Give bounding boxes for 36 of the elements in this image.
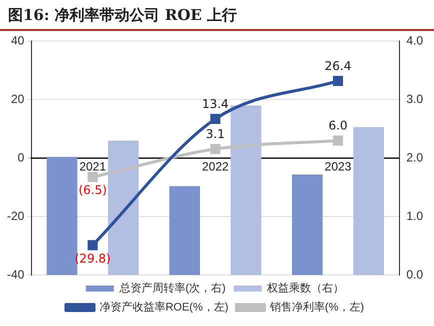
legend-label: 净资产收益率ROE(%，左) [99, 300, 228, 314]
point [88, 172, 98, 182]
y2-tick-label: 2.0 [406, 150, 424, 164]
bar [353, 127, 384, 275]
legend-label: 销售净利率(%，左) [268, 300, 364, 314]
y2-tick-label: 0.0 [406, 267, 424, 282]
y-tick-label: 20 [10, 92, 25, 106]
legend-label: 权益乘数（右） [266, 282, 344, 295]
point [88, 240, 98, 250]
bar [169, 186, 200, 275]
y-tick-label: 40 [10, 34, 25, 48]
data-label: 26.4 [324, 59, 352, 74]
y-tick-label: 0 [18, 150, 25, 164]
y2-tick-label: 3.0 [406, 92, 424, 106]
legend-label: 总资产周转率(次，右) [118, 282, 226, 295]
data-label: 3.1 [206, 127, 225, 142]
y2-tick-label: 1.0 [406, 208, 424, 223]
y-tick-label: -40 [7, 267, 25, 282]
data-label: 13.4 [202, 97, 229, 112]
y-tick-label: -20 [7, 208, 25, 223]
point [332, 136, 344, 146]
point [210, 114, 220, 124]
data-label: (6.5) [78, 183, 107, 198]
point [332, 76, 344, 86]
bar [292, 174, 323, 275]
data-label: (29.8) [74, 251, 111, 266]
bar [46, 156, 78, 275]
x-tick-label: 2023 [324, 160, 352, 174]
data-label: 6.0 [328, 118, 348, 133]
bar [230, 105, 262, 275]
bar [108, 140, 139, 275]
x-tick-label: 2022 [202, 160, 229, 174]
chart-title: 图16: 净利率带动公司 ROE 上行 [0, 0, 434, 31]
point [210, 144, 220, 154]
x-tick-label: 2021 [79, 160, 106, 174]
y2-tick-label: 4.0 [406, 34, 424, 48]
